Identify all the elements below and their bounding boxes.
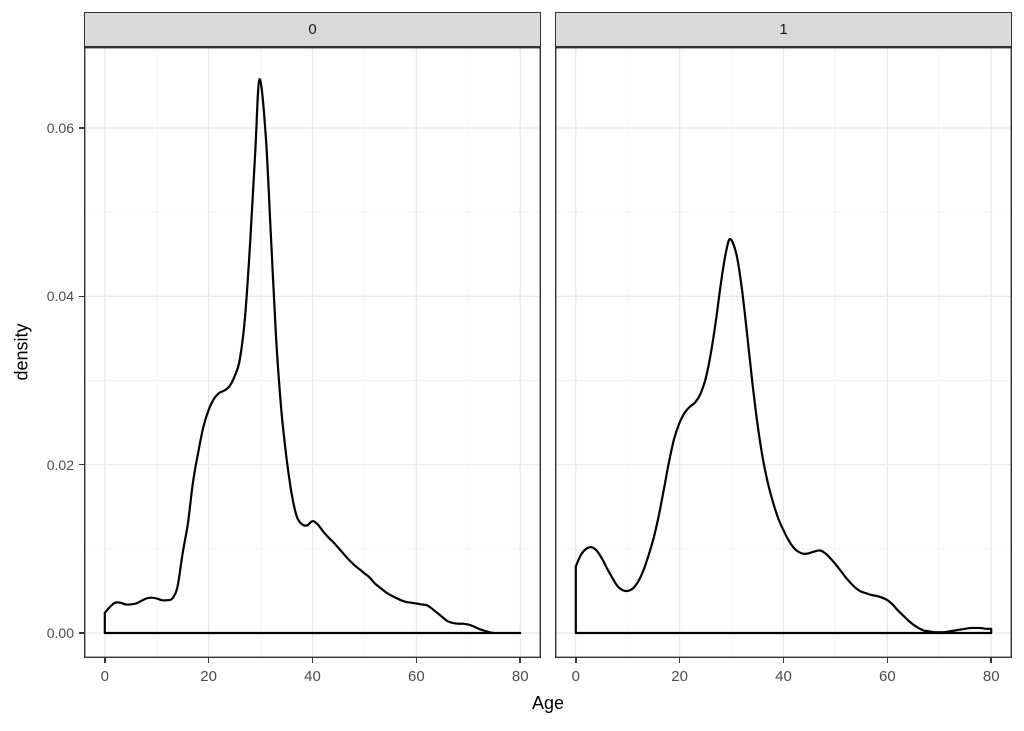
- x-tick-label: 60: [408, 668, 425, 685]
- y-tick-mark: [79, 463, 84, 466]
- y-tick-mark: [79, 295, 84, 298]
- x-tick-label: 20: [671, 668, 688, 685]
- x-tick-label: 80: [982, 668, 1000, 685]
- facet-strip-1-label: 1: [779, 21, 788, 38]
- density-curve-1: [574, 237, 993, 635]
- x-tick-label: 0: [571, 668, 580, 685]
- x-tick-label: 40: [304, 668, 321, 685]
- gridlines-major: [84, 47, 541, 658]
- x-tick-label: 60: [879, 668, 896, 685]
- x-tick-label: 20: [200, 668, 217, 685]
- panel-border: [555, 47, 1012, 658]
- x-tick-label: 40: [775, 668, 792, 685]
- x-tick-mark: [886, 658, 889, 663]
- x-tick-mark: [311, 658, 314, 663]
- x-tick-mark: [678, 658, 681, 663]
- x-tick-mark: [415, 658, 418, 663]
- y-tick-mark: [79, 632, 84, 634]
- x-tick-mark: [575, 658, 577, 663]
- x-axis-title: Age: [531, 693, 565, 713]
- x-tick-label: 80: [511, 668, 529, 685]
- facet-strip-0-label: 0: [308, 21, 317, 38]
- panel-border: [84, 47, 541, 658]
- y-tick-label: 0.02: [46, 456, 74, 473]
- facet-panel-0: [84, 47, 541, 658]
- x-tick-mark: [782, 658, 785, 663]
- y-tick-label: 0.00: [46, 625, 74, 641]
- x-tick-label: 0: [100, 668, 109, 685]
- facet-panel-1-svg: [555, 47, 1012, 658]
- facet-strip-0: 0: [84, 12, 541, 47]
- x-tick-mark: [519, 658, 521, 663]
- x-tick-mark: [207, 658, 210, 663]
- y-tick-label: 0.04: [46, 288, 74, 305]
- x-tick-mark: [104, 658, 106, 663]
- density-curve-0: [103, 78, 522, 635]
- facet-panel-0-svg: [84, 47, 541, 658]
- facet-strip-1: 1: [555, 12, 1012, 47]
- facet-panel-1: [555, 47, 1012, 658]
- y-axis-title: density: [11, 323, 32, 381]
- y-tick-label: 0.06: [46, 120, 74, 137]
- x-tick-mark: [990, 658, 992, 663]
- y-tick-mark: [79, 127, 84, 129]
